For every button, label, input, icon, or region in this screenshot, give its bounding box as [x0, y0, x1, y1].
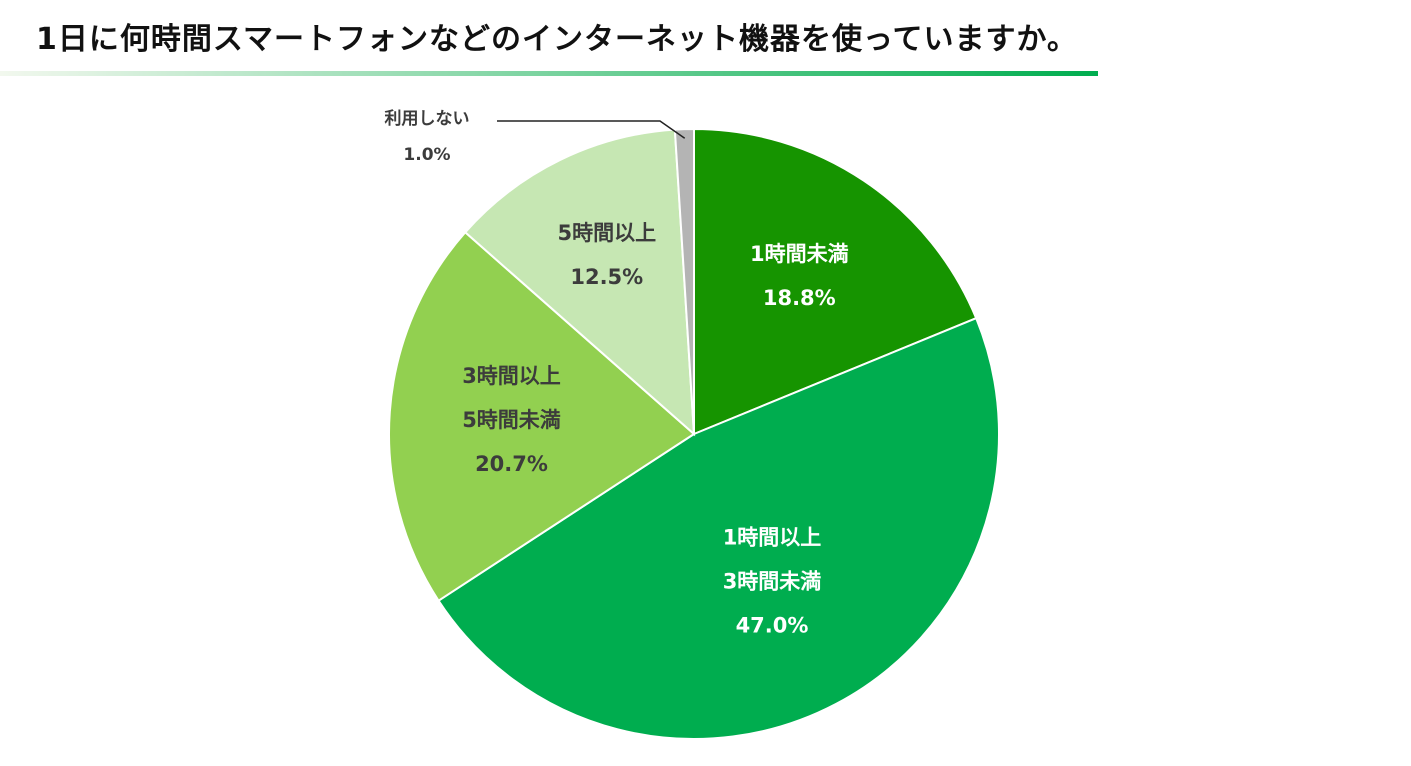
pie-slice-4 — [673, 127, 695, 435]
slice-2-category-label: 3時間以上 — [462, 364, 561, 388]
slice-4-category-label: 利用しない — [385, 108, 470, 129]
pie-slice-2 — [388, 230, 696, 603]
slice-4-value-label: 1.0% — [403, 145, 450, 165]
slice-1-value-label: 47.0% — [736, 614, 809, 638]
pie-slice-3 — [463, 128, 696, 437]
chart-title: 1日に何時間スマートフォンなどのインターネット機器を使っていますか。 — [36, 22, 1078, 57]
slice-3-category-label: 5時間以上 — [557, 221, 656, 245]
title-underline — [0, 71, 1098, 76]
callout-leader-line — [497, 120, 686, 139]
pie-slice-1 — [437, 316, 1000, 741]
slice-1-category-label: 3時間未満 — [723, 570, 822, 594]
slice-0-value-label: 18.8% — [763, 286, 836, 310]
slice-0-category-label: 1時間未満 — [750, 242, 849, 266]
slice-1-category-label: 1時間以上 — [723, 526, 822, 550]
pie-slice-0 — [693, 127, 978, 436]
slice-2-category-label: 5時間未満 — [462, 408, 561, 432]
slice-2-value-label: 20.7% — [475, 452, 548, 476]
slice-3-value-label: 12.5% — [570, 265, 643, 289]
